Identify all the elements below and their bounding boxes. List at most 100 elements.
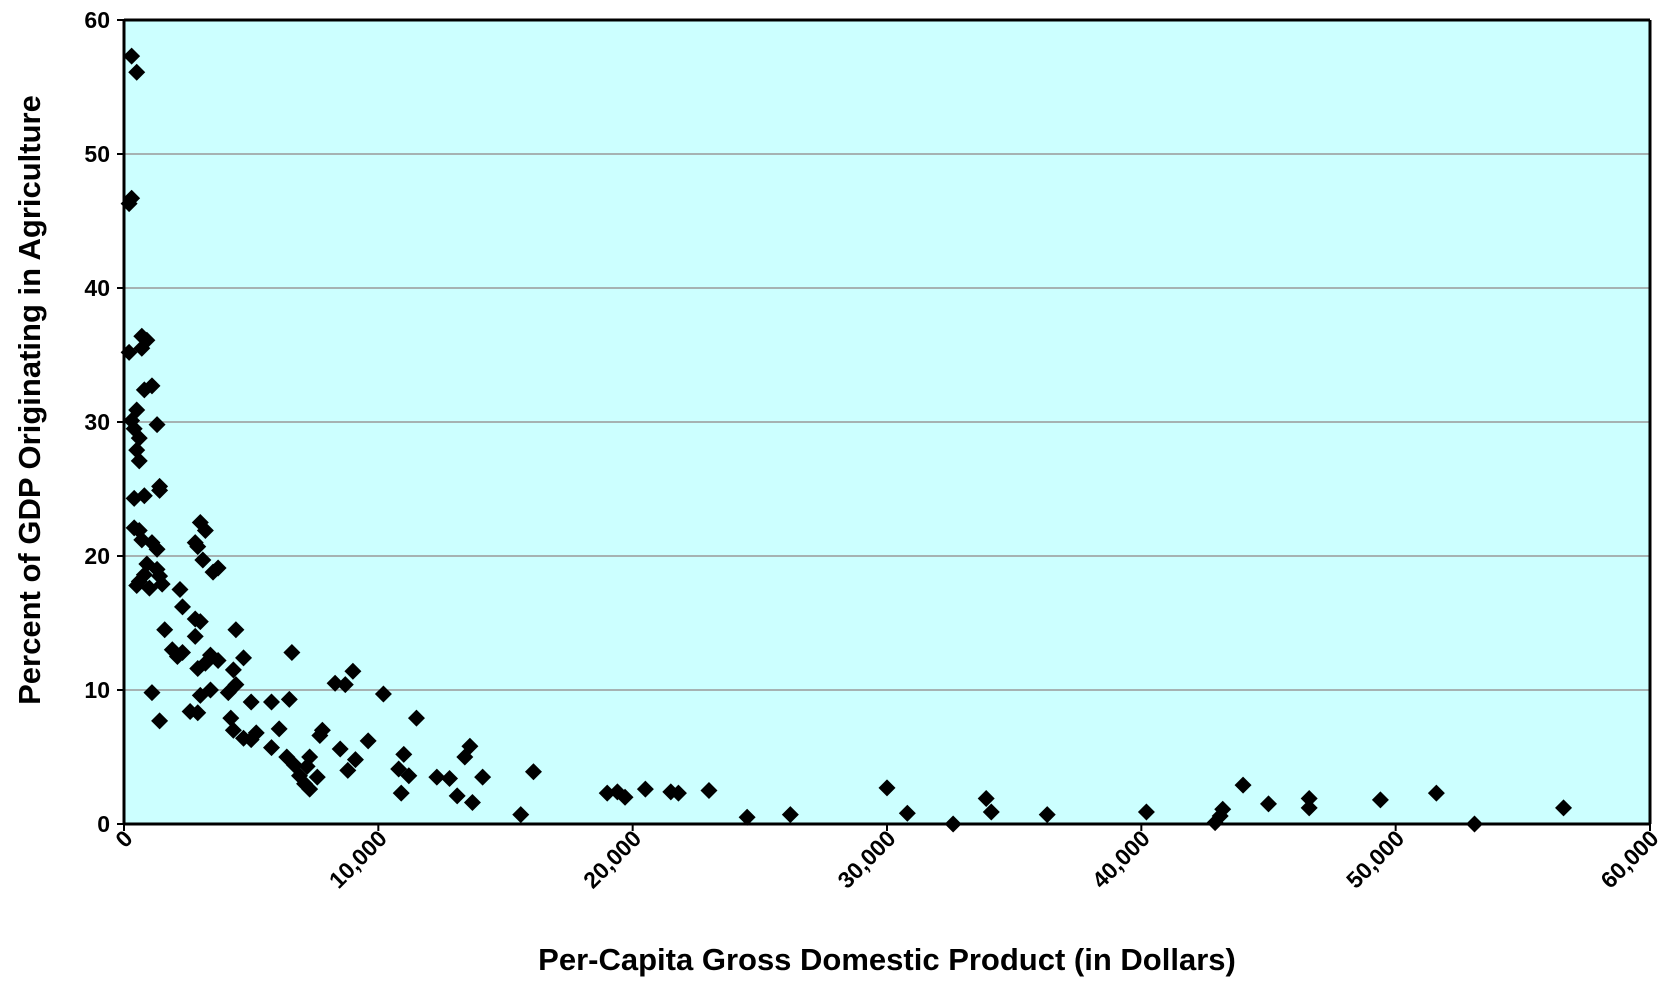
data-point-31	[128, 576, 146, 594]
data-point-111	[636, 780, 654, 798]
data-point-101	[448, 787, 466, 805]
data-point-72	[280, 690, 298, 708]
data-point-38	[189, 538, 207, 556]
data-point-11	[128, 401, 146, 419]
data-point-103	[461, 737, 479, 755]
data-point-69	[247, 724, 265, 742]
y-tick-label-4: 40	[84, 275, 110, 301]
data-point-113	[669, 784, 687, 802]
data-points	[120, 47, 1573, 833]
data-point-107	[524, 763, 542, 781]
data-point-123	[1137, 803, 1155, 821]
data-point-87	[336, 676, 354, 694]
data-point-9	[143, 377, 161, 395]
data-point-62	[189, 704, 207, 722]
data-point-45	[191, 613, 209, 631]
data-point-30	[135, 566, 153, 584]
data-point-56	[224, 661, 242, 679]
data-point-54	[227, 621, 245, 639]
data-point-97	[400, 767, 418, 785]
x-axis-title: Per-Capita Gross Domestic Product (in Do…	[538, 942, 1236, 977]
x-tick-labels: 0 10,000 20,000 30,000 40,000 50,000 60,000	[110, 825, 1663, 893]
data-point-32	[140, 579, 158, 597]
data-point-91	[346, 751, 364, 769]
data-point-115	[738, 808, 756, 826]
data-point-60	[191, 686, 209, 704]
data-point-130	[1300, 799, 1318, 817]
y-tick-label-1: 10	[84, 677, 110, 703]
y-tick-label-3: 30	[84, 409, 110, 435]
data-point-63	[143, 684, 161, 702]
y-tick-label-0: 0	[97, 811, 110, 837]
data-point-110	[616, 788, 634, 806]
data-point-88	[344, 662, 362, 680]
data-point-134	[1555, 799, 1573, 817]
data-point-105	[463, 794, 481, 812]
y-tick-label-2: 20	[84, 543, 110, 569]
x-tick-label-4: 40,000	[1087, 825, 1155, 893]
data-point-106	[512, 806, 530, 824]
data-point-104	[474, 768, 492, 786]
data-point-128	[1260, 795, 1277, 813]
data-point-129	[1300, 790, 1318, 808]
data-point-85	[313, 721, 331, 739]
data-point-73	[283, 643, 301, 661]
x-tick-label-1: 10,000	[324, 825, 392, 893]
data-point-120	[977, 790, 995, 808]
data-point-7	[138, 331, 156, 349]
data-point-1	[128, 63, 146, 81]
data-point-90	[339, 761, 357, 779]
data-point-100	[441, 769, 459, 787]
data-point-13	[130, 429, 148, 447]
data-point-3	[123, 189, 141, 207]
data-point-114	[700, 782, 718, 799]
data-point-58	[219, 684, 237, 702]
data-point-43	[173, 598, 191, 616]
data-point-94	[407, 709, 425, 727]
x-tick-label-6: 60,000	[1595, 825, 1663, 893]
data-point-83	[308, 768, 326, 786]
data-point-70	[242, 693, 260, 711]
data-point-16	[130, 452, 148, 470]
data-point-108	[598, 784, 616, 802]
data-point-25	[148, 540, 166, 558]
data-point-121	[982, 803, 1000, 821]
data-point-65	[222, 709, 240, 727]
data-point-55	[235, 649, 253, 667]
data-point-49	[168, 648, 186, 665]
x-tick-label-5: 50,000	[1341, 825, 1409, 893]
data-point-39	[194, 551, 212, 569]
data-point-36	[196, 522, 214, 540]
data-point-66	[224, 721, 242, 739]
data-point-118	[898, 804, 916, 822]
data-point-14	[148, 416, 166, 434]
data-point-18	[135, 487, 153, 505]
data-point-86	[326, 674, 344, 692]
data-point-41	[204, 563, 222, 581]
data-point-132	[1427, 784, 1445, 802]
data-point-127	[1234, 776, 1252, 794]
data-point-93	[374, 685, 392, 703]
data-point-34	[156, 621, 174, 639]
x-tick-label-2: 20,000	[578, 825, 646, 893]
data-point-64	[151, 712, 169, 730]
data-point-89	[331, 740, 349, 758]
data-point-51	[209, 652, 227, 670]
data-point-71	[263, 693, 281, 711]
data-point-98	[392, 784, 410, 802]
data-point-99	[428, 768, 446, 786]
y-tick-label-5: 50	[84, 141, 110, 167]
data-point-92	[359, 732, 377, 750]
data-point-20	[151, 481, 169, 499]
data-point-53	[189, 660, 207, 678]
data-point-116	[781, 806, 799, 824]
data-point-74	[263, 739, 281, 757]
data-point-95	[395, 745, 413, 763]
data-point-42	[171, 581, 189, 598]
x-tick-label-3: 30,000	[832, 825, 900, 893]
data-point-131	[1371, 791, 1389, 809]
data-point-33	[153, 575, 171, 593]
data-point-82	[301, 748, 319, 766]
data-point-75	[270, 720, 288, 738]
